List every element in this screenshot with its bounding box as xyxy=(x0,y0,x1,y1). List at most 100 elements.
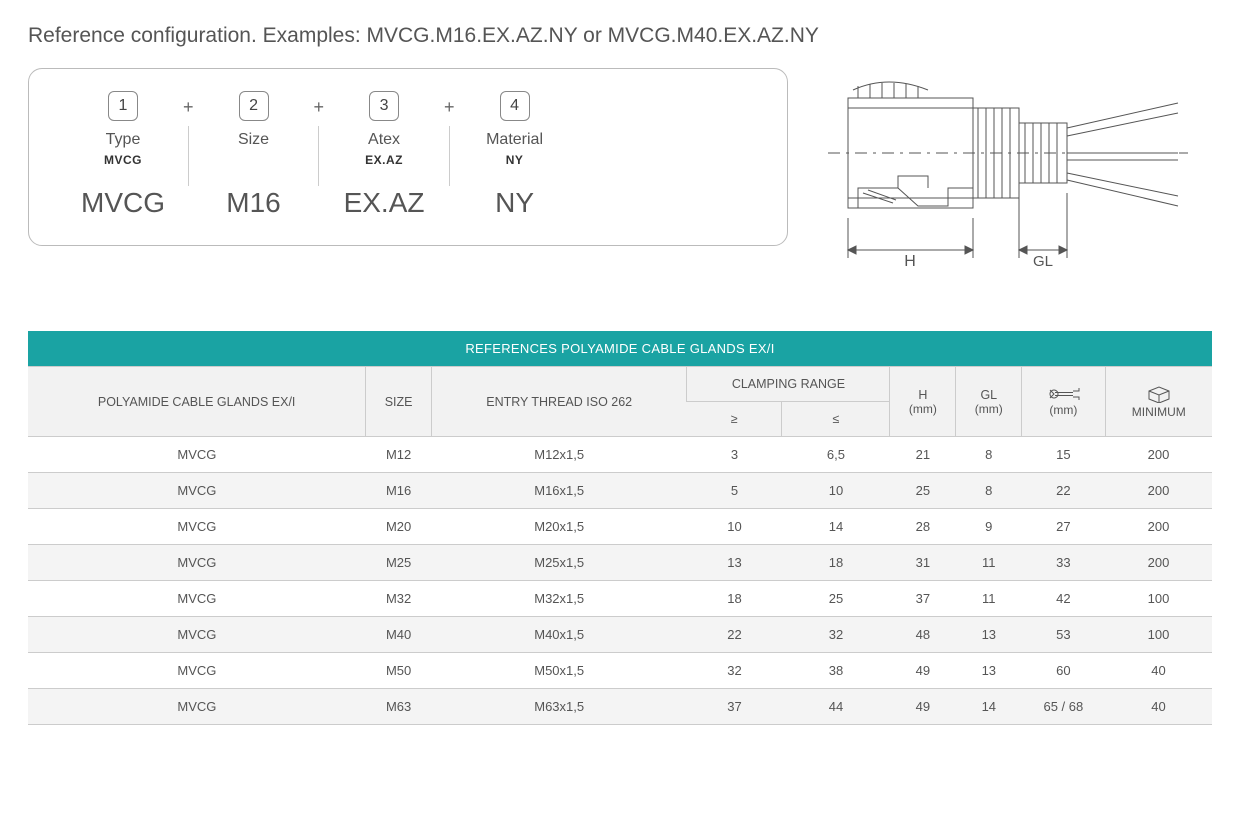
cell-name: MVCG xyxy=(28,689,366,725)
top-row: 1TypeMVCGMVCG+2SizeM16+3AtexEX.AZEX.AZ+4… xyxy=(28,68,1212,283)
cell-min: 22 xyxy=(687,617,782,653)
dim-h-label: H xyxy=(904,253,916,270)
col-size: SIZE xyxy=(366,367,432,437)
cell-max: 38 xyxy=(782,653,890,689)
cell-max: 14 xyxy=(782,509,890,545)
cell-name: MVCG xyxy=(28,437,366,473)
table-row: MVCGM25M25x1,51318311133200 xyxy=(28,545,1212,581)
field-num: 4 xyxy=(500,91,530,121)
field-label: Size xyxy=(238,131,269,149)
field-bold: NY xyxy=(506,153,524,167)
cell-name: MVCG xyxy=(28,653,366,689)
cell-wrench: 53 xyxy=(1022,617,1105,653)
table-row: MVCGM16M16x1,551025822200 xyxy=(28,473,1212,509)
cell-GL: 11 xyxy=(956,581,1022,617)
cell-size: M63 xyxy=(366,689,432,725)
field-bold: MVCG xyxy=(104,153,142,167)
cell-name: MVCG xyxy=(28,581,366,617)
field-value: NY xyxy=(495,187,534,219)
col-clamp-max: ≤ xyxy=(782,402,890,437)
col-clamp-min: ≥ xyxy=(687,402,782,437)
cell-H: 25 xyxy=(890,473,956,509)
cell-size: M32 xyxy=(366,581,432,617)
cell-size: M50 xyxy=(366,653,432,689)
cell-max: 10 xyxy=(782,473,890,509)
cell-GL: 11 xyxy=(956,545,1022,581)
cell-H: 21 xyxy=(890,437,956,473)
cell-H: 31 xyxy=(890,545,956,581)
cell-GL: 14 xyxy=(956,689,1022,725)
cell-GL: 13 xyxy=(956,653,1022,689)
config-field-2: 2 Size M16 xyxy=(194,91,314,219)
cell-minimum: 200 xyxy=(1105,545,1212,581)
cell-minimum: 200 xyxy=(1105,473,1212,509)
cell-name: MVCG xyxy=(28,473,366,509)
cell-min: 3 xyxy=(687,437,782,473)
field-label: Type xyxy=(106,131,141,149)
cell-name: MVCG xyxy=(28,545,366,581)
cell-thread: M40x1,5 xyxy=(431,617,687,653)
cell-max: 44 xyxy=(782,689,890,725)
config-field-1: 1 Type MVCG MVCG xyxy=(63,91,183,219)
cell-minimum: 200 xyxy=(1105,437,1212,473)
cell-H: 28 xyxy=(890,509,956,545)
cell-min: 18 xyxy=(687,581,782,617)
cell-GL: 13 xyxy=(956,617,1022,653)
cell-max: 18 xyxy=(782,545,890,581)
cell-minimum: 200 xyxy=(1105,509,1212,545)
cell-size: M12 xyxy=(366,437,432,473)
field-bold: EX.AZ xyxy=(365,153,403,167)
cell-thread: M25x1,5 xyxy=(431,545,687,581)
cell-H: 37 xyxy=(890,581,956,617)
cell-name: MVCG xyxy=(28,509,366,545)
cell-wrench: 42 xyxy=(1022,581,1105,617)
cell-min: 32 xyxy=(687,653,782,689)
field-num: 2 xyxy=(239,91,269,121)
table-row: MVCGM40M40x1,52232481353100 xyxy=(28,617,1212,653)
config-field-4: 4 Material NY NY xyxy=(455,91,575,219)
cell-GL: 8 xyxy=(956,437,1022,473)
cell-minimum: 100 xyxy=(1105,581,1212,617)
cell-wrench: 33 xyxy=(1022,545,1105,581)
table-row: MVCGM12M12x1,536,521815200 xyxy=(28,437,1212,473)
cell-wrench: 27 xyxy=(1022,509,1105,545)
col-name: POLYAMIDE CABLE GLANDS EX/I xyxy=(28,367,366,437)
field-separator: + xyxy=(444,91,455,186)
col-wrench: (mm) xyxy=(1022,367,1105,437)
col-clamp: CLAMPING RANGE xyxy=(687,367,890,402)
wrench-icon xyxy=(1046,387,1080,401)
table-row: MVCGM32M32x1,51825371142100 xyxy=(28,581,1212,617)
field-label: Atex xyxy=(368,131,400,149)
field-num: 1 xyxy=(108,91,138,121)
box-icon xyxy=(1146,385,1172,403)
field-separator: + xyxy=(183,91,194,186)
cell-min: 13 xyxy=(687,545,782,581)
cell-size: M25 xyxy=(366,545,432,581)
cell-minimum: 40 xyxy=(1105,653,1212,689)
cell-H: 49 xyxy=(890,653,956,689)
cell-min: 10 xyxy=(687,509,782,545)
cell-size: M20 xyxy=(366,509,432,545)
field-separator: + xyxy=(314,91,325,186)
cell-H: 49 xyxy=(890,689,956,725)
col-thread: ENTRY THREAD ISO 262 xyxy=(431,367,687,437)
glands-table: REFERENCES POLYAMIDE CABLE GLANDS EX/I P… xyxy=(28,331,1212,725)
col-minimum: MINIMUM xyxy=(1105,367,1212,437)
gland-diagram: H GL xyxy=(828,68,1188,283)
cell-wrench: 15 xyxy=(1022,437,1105,473)
cell-thread: M12x1,5 xyxy=(431,437,687,473)
field-num: 3 xyxy=(369,91,399,121)
intro-text: Reference configuration. Examples: MVCG.… xyxy=(28,24,1212,48)
field-value: M16 xyxy=(226,187,280,219)
cell-max: 25 xyxy=(782,581,890,617)
dim-gl-label: GL xyxy=(1033,253,1053,270)
cell-thread: M20x1,5 xyxy=(431,509,687,545)
table-title: REFERENCES POLYAMIDE CABLE GLANDS EX/I xyxy=(28,331,1212,367)
cell-thread: M50x1,5 xyxy=(431,653,687,689)
field-value: MVCG xyxy=(81,187,165,219)
cell-min: 5 xyxy=(687,473,782,509)
cell-thread: M16x1,5 xyxy=(431,473,687,509)
cell-min: 37 xyxy=(687,689,782,725)
cell-max: 6,5 xyxy=(782,437,890,473)
field-label: Material xyxy=(486,131,543,149)
